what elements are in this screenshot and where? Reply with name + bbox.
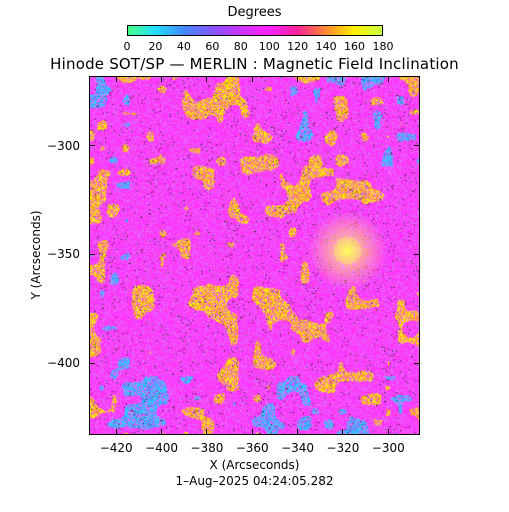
x-tick-mark [387, 76, 389, 82]
colorbar-tick-label: 80 [233, 40, 248, 53]
x-tick-mark [115, 76, 117, 82]
x-tick-mark [206, 429, 208, 435]
y-tick-mark [89, 253, 95, 255]
inclination-map [89, 76, 420, 435]
x-tick-label: −360 [235, 441, 269, 455]
colorbar-tick-label: 120 [287, 40, 309, 53]
x-tick-mark [206, 76, 208, 82]
y-tick-mark [414, 362, 420, 364]
x-tick-mark [297, 429, 299, 435]
x-tick-mark [161, 76, 163, 82]
colorbar-tick-label: 100 [258, 40, 280, 53]
y-tick-mark [89, 362, 95, 364]
colorbar-title: Degrees [227, 5, 282, 20]
plot-title: Hinode SOT/SP — MERLIN : Magnetic Field … [50, 55, 459, 73]
x-tick-label: −420 [99, 441, 133, 455]
colorbar-tick-label: 40 [176, 40, 191, 53]
y-tick-mark [414, 145, 420, 147]
x-tick-mark [342, 429, 344, 435]
x-tick-mark [161, 429, 163, 435]
colorbar-tick-label: 140 [315, 40, 337, 53]
colorbar-tick-label: 160 [344, 40, 366, 53]
y-tick-label: −400 [47, 356, 80, 371]
y-axis-label: Y (Arcseconds) [29, 210, 43, 300]
x-tick-mark [342, 76, 344, 82]
observation-timestamp: 1–Aug–2025 04:24:05.282 [175, 474, 334, 488]
x-tick-label: −380 [190, 441, 224, 455]
x-tick-mark [251, 429, 253, 435]
x-tick-mark [251, 76, 253, 82]
colorbar-tick-label: 20 [148, 40, 163, 53]
inclination-map-image [90, 77, 419, 434]
x-tick-mark [387, 429, 389, 435]
y-tick-label: −350 [47, 247, 80, 262]
x-tick-label: −400 [145, 441, 179, 455]
x-tick-label: −340 [281, 441, 315, 455]
y-tick-mark [414, 253, 420, 255]
colorbar-tick-label: 0 [123, 40, 131, 53]
x-tick-mark [297, 76, 299, 82]
colorbar [127, 25, 383, 36]
x-axis-label: X (Arcseconds) [209, 458, 300, 472]
colorbar-tick-label: 180 [372, 40, 394, 53]
colorbar-tick-label: 60 [205, 40, 220, 53]
y-tick-label: −300 [47, 138, 80, 153]
x-tick-mark [115, 429, 117, 435]
y-tick-mark [89, 145, 95, 147]
x-tick-label: −320 [326, 441, 360, 455]
x-tick-label: −300 [371, 441, 405, 455]
